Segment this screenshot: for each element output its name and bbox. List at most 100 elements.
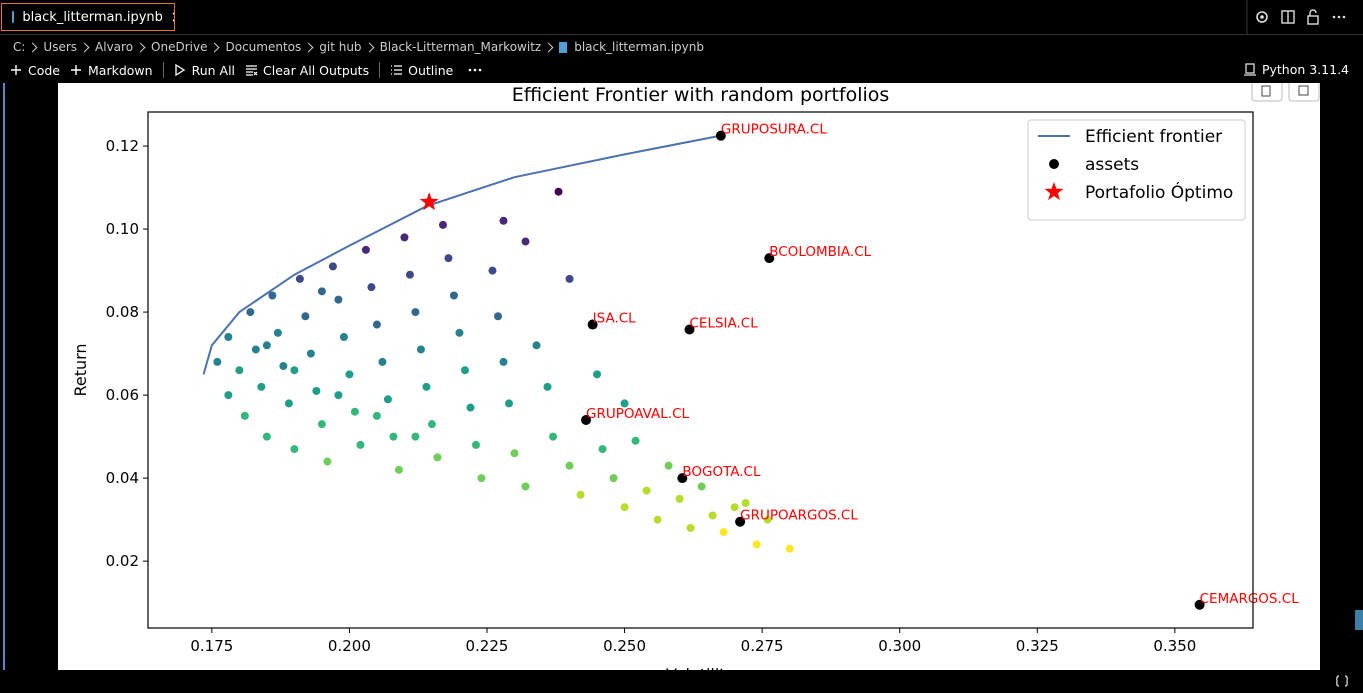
breadcrumb-item[interactable]: Alvaro [95, 40, 134, 54]
status-bar [0, 670, 1363, 693]
asset-point [1194, 599, 1205, 610]
breadcrumb-separator [543, 42, 554, 52]
toolbar-icon [246, 65, 258, 76]
portfolio-point [350, 407, 359, 416]
portfolio-point [262, 432, 271, 441]
tab-title: black_litterman.ipynb [22, 9, 163, 25]
portfolio-point [499, 216, 508, 225]
portfolio-point [317, 420, 326, 429]
toolbar-icon [174, 64, 185, 76]
portfolio-point [466, 403, 475, 412]
portfolio-point [284, 399, 293, 408]
y-tick-label: 0.04 [106, 469, 139, 487]
x-tick-label: 0.200 [328, 637, 371, 655]
toolbar-label: Code [28, 62, 61, 78]
asset-point [684, 324, 695, 335]
toolbar-button[interactable]: Run All [174, 63, 235, 78]
portfolio-point [312, 386, 321, 395]
editor-tab[interactable]: black_litterman.ipynb [1, 3, 175, 31]
legend-swatch [1044, 182, 1064, 201]
portfolio-point [372, 320, 381, 329]
y-tick-label: 0.12 [106, 137, 139, 155]
asset-label: CEMARGOS.CL [1200, 591, 1300, 607]
portfolio-point [240, 411, 249, 420]
chart: Efficient Frontier with random portfolio… [71, 84, 1300, 670]
frontier-line [202, 134, 722, 375]
portfolio-point [493, 312, 502, 321]
portfolio-point [306, 349, 315, 358]
asset-point [764, 253, 775, 264]
toolbar-button[interactable]: Outline [390, 63, 453, 78]
toolbar-button[interactable]: Markdown [70, 63, 153, 78]
output-actions[interactable] [1251, 83, 1320, 102]
breadcrumb-item[interactable]: black_litterman.ipynb [574, 40, 704, 54]
breadcrumb: C: Users Alvaro OneDrive Documentos git hub Bl… [13, 38, 704, 56]
breadcrumb-separator [27, 42, 38, 52]
portfolio-point [477, 474, 486, 483]
toolbar-button[interactable]: Code [10, 63, 60, 78]
breadcrumb-item[interactable]: Users [43, 40, 78, 54]
portfolio-point [697, 482, 706, 491]
more-icon[interactable] [467, 64, 487, 76]
close-icon[interactable] [171, 11, 174, 23]
portfolio-point [279, 362, 288, 371]
portfolio-point [427, 420, 436, 429]
portfolio-point [609, 474, 618, 483]
portfolio-point [383, 395, 392, 404]
portfolio-point [576, 490, 585, 499]
legend-label: Portafolio Óptimo [1085, 181, 1233, 203]
portfolio-point [752, 540, 761, 549]
portfolio-point [675, 494, 684, 503]
asset-point [715, 130, 726, 141]
breadcrumb-item[interactable]: git hub [319, 40, 362, 54]
portfolio-point [460, 366, 469, 375]
breadcrumb-item[interactable]: Black-Litterman_Markowitz [379, 40, 542, 54]
toolbar-label: Markdown [88, 62, 153, 78]
portfolio-point [389, 432, 398, 441]
breadcrumb-item[interactable]: C: [13, 40, 26, 54]
legend-swatch [1049, 159, 1059, 169]
portfolio-point [642, 486, 651, 495]
x-tick-label: 0.325 [1016, 637, 1059, 655]
toolbar-icon [71, 65, 82, 75]
portfolio-point [620, 503, 629, 512]
cell-indicator [3, 83, 5, 670]
portfolio-point [224, 391, 233, 400]
toolbar-button[interactable]: Clear All Outputs [245, 63, 369, 78]
notebook-icon [12, 11, 15, 23]
portfolio-point [449, 291, 458, 300]
kernel-picker[interactable]: Python 3.11.4 [1243, 62, 1349, 77]
portfolio-point [741, 499, 750, 508]
portfolio-point [730, 503, 739, 512]
asset-label: ISA.CL [593, 311, 637, 327]
breadcrumb-item[interactable]: Documentos [225, 40, 302, 54]
breadcrumb-separator [79, 42, 90, 52]
portfolio-point [235, 366, 244, 375]
breadcrumb-item[interactable]: OneDrive [151, 40, 208, 54]
portfolio-point [499, 357, 508, 366]
toolbar-label: Run All [191, 62, 236, 78]
notebook-toolbar: Code Markdown Run All Clear All Outputs Outl… [0, 58, 1363, 82]
portfolio-point [785, 544, 794, 553]
portfolio-point [246, 308, 255, 317]
portfolio-point [631, 436, 640, 445]
portfolio-point [213, 357, 222, 366]
status-icon[interactable] [1334, 674, 1350, 688]
asset-label: GRUPOSURA.CL [721, 122, 827, 138]
editor-actions[interactable] [1246, 0, 1363, 34]
portfolio-point [290, 445, 299, 454]
asset-point [735, 516, 746, 527]
portfolio-point [400, 233, 409, 242]
asset-point [677, 473, 688, 484]
y-axis-label: Return [71, 343, 90, 396]
portfolio-point [301, 312, 310, 321]
portfolio-point [405, 270, 414, 279]
portfolio-point [565, 274, 574, 283]
portfolio-point [422, 382, 431, 391]
portfolio-point [328, 262, 337, 271]
portfolio-point [488, 266, 497, 275]
portfolio-point [224, 332, 233, 341]
portfolio-point [664, 461, 673, 470]
portfolio-point [719, 528, 728, 537]
toolbar-icon [391, 65, 403, 75]
